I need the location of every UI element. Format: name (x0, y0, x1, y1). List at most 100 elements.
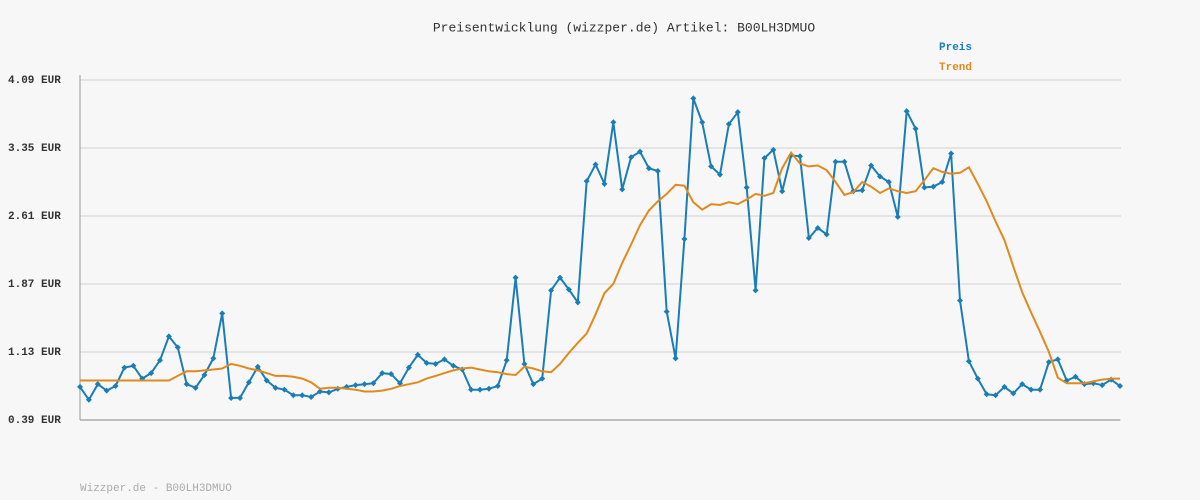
point (859, 187, 866, 194)
point (281, 386, 288, 393)
point (1054, 356, 1061, 363)
point (885, 179, 892, 185)
point (494, 383, 501, 389)
point (832, 158, 839, 165)
point (183, 381, 190, 388)
point (743, 184, 750, 191)
point (992, 392, 999, 399)
point (592, 161, 599, 168)
point (237, 394, 243, 401)
point (477, 386, 483, 393)
point (894, 213, 901, 220)
point (530, 381, 537, 388)
point (823, 231, 830, 238)
point (725, 121, 732, 128)
point (468, 386, 475, 393)
point (201, 371, 208, 378)
chart-title: Preisentwicklung (wizzper.de) Artikel: B… (433, 20, 815, 35)
point (921, 184, 928, 191)
point (761, 155, 768, 162)
point (192, 384, 199, 391)
point (699, 119, 706, 126)
point (583, 178, 590, 185)
legend-label: Trend (939, 62, 972, 74)
point (521, 360, 528, 367)
point (503, 357, 510, 364)
point (325, 389, 332, 396)
legend-label: Preis (939, 42, 972, 54)
point (85, 396, 92, 403)
point (619, 186, 626, 193)
point (423, 360, 430, 367)
footer: Wizzper.de - B00LH3DMUO (80, 483, 232, 495)
point (974, 375, 981, 382)
point (254, 363, 261, 370)
point (637, 148, 643, 155)
point (450, 362, 457, 369)
point (539, 375, 546, 382)
point (228, 394, 235, 401)
point (130, 362, 137, 369)
point (770, 146, 777, 153)
point (1117, 383, 1123, 389)
point (752, 287, 759, 294)
point (690, 95, 697, 102)
point (361, 381, 368, 388)
point (379, 370, 386, 377)
point (1001, 383, 1008, 390)
point (708, 163, 715, 170)
y-tick-label: 3.35 EUR (8, 143, 61, 155)
point (930, 183, 937, 190)
point (352, 382, 359, 389)
series-line (80, 150, 1120, 393)
point (734, 109, 741, 116)
point (121, 364, 128, 371)
point (1037, 386, 1043, 393)
point (94, 381, 101, 388)
point (210, 355, 217, 362)
point (165, 333, 172, 340)
point (681, 235, 688, 242)
point (388, 371, 395, 378)
point (814, 224, 821, 231)
point (1099, 382, 1106, 389)
point (308, 394, 315, 401)
point (148, 370, 155, 377)
point (512, 274, 519, 281)
point (485, 385, 492, 392)
point (317, 388, 323, 395)
point (299, 392, 306, 399)
point (441, 356, 448, 363)
point (903, 108, 910, 115)
point (432, 360, 439, 367)
point (157, 357, 163, 364)
point (1072, 373, 1079, 380)
point (1045, 359, 1052, 366)
point (610, 119, 617, 126)
point (805, 235, 812, 242)
point (717, 171, 723, 178)
point (877, 173, 883, 180)
point (1019, 381, 1026, 388)
point (645, 165, 652, 172)
point (841, 158, 848, 165)
point (957, 297, 963, 304)
point (965, 358, 972, 365)
point (948, 150, 955, 157)
series-line (79, 98, 1121, 402)
point (574, 299, 581, 306)
point (414, 351, 421, 358)
point (557, 274, 563, 281)
point (112, 383, 119, 389)
point (654, 167, 661, 174)
point (868, 162, 875, 169)
point (1028, 386, 1035, 393)
point (565, 286, 572, 293)
y-tick-label: 1.13 EUR (8, 347, 61, 359)
point (290, 392, 297, 399)
y-tick-label: 1.87 EUR (8, 279, 61, 291)
point (103, 387, 110, 394)
